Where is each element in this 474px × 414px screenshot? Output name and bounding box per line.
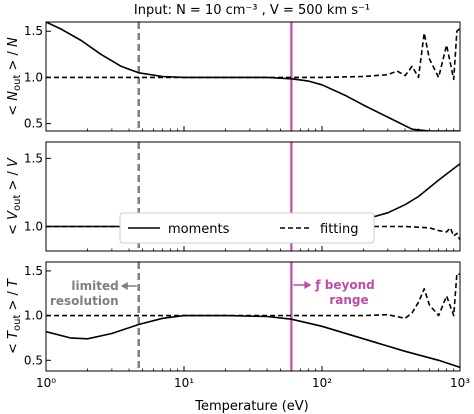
series-fitting [46, 27, 460, 81]
legend-fitting-label: fitting [320, 222, 359, 237]
y-axis-label: < Vout > / V [6, 157, 23, 235]
plot-frame [45, 21, 461, 132]
annotation-limited-resolution: resolution [50, 294, 119, 308]
x-tick-label: 10⁰ [36, 376, 56, 390]
legend-moments-label: moments [168, 222, 230, 237]
legend: moments fitting [119, 212, 375, 244]
panels: 0.51.01.5< Nout > / N1.01.5< Vout > / V1… [6, 21, 470, 390]
y-axis-label: < Nout > / N [6, 37, 23, 116]
x-axis-label: Temperature (eV) [194, 399, 309, 414]
x-tick-label: 10² [312, 376, 332, 390]
y-tick-label: 1.0 [24, 70, 43, 84]
series-moments [46, 22, 460, 131]
panel-temperature: 10⁰ 10¹ 10² 10³ 0.5 1.0 1.5 [24, 261, 470, 390]
y-tick-label: 1.5 [24, 151, 43, 165]
series-fitting [46, 272, 460, 320]
panel-density: 0.5 1.0 1.5 [24, 21, 461, 132]
y-tick-label: 0.5 [24, 117, 43, 131]
y-tick-label: 0.5 [24, 353, 43, 367]
x-tick-label: 10¹ [174, 376, 194, 390]
y-tick-label: 1.0 [24, 219, 43, 233]
legend-box [119, 212, 375, 244]
y-tick-label: 1.0 [24, 309, 43, 323]
y-tick-label: 1.5 [24, 24, 43, 38]
x-tick-label: 10³ [450, 376, 470, 390]
resolution-arrow-head [120, 282, 128, 290]
annotation-f-beyond-range: range [329, 293, 368, 307]
series-moments [46, 314, 460, 369]
y-tick-label: 1.5 [24, 264, 43, 278]
y-axis-label: < Tout > / T̄ [6, 278, 23, 354]
range-arrow-head [304, 281, 312, 289]
annotation-limited-resolution: limited [71, 279, 118, 293]
panel-velocity: 1.0 1.5 [24, 141, 461, 252]
annotation-f-beyond-range: ƒ beyond [314, 278, 374, 292]
plot-frame [45, 261, 461, 372]
figure-title: Input: N = 10 cm⁻³ , V = 500 km s⁻¹ [134, 3, 370, 18]
plot-frame [45, 141, 461, 252]
